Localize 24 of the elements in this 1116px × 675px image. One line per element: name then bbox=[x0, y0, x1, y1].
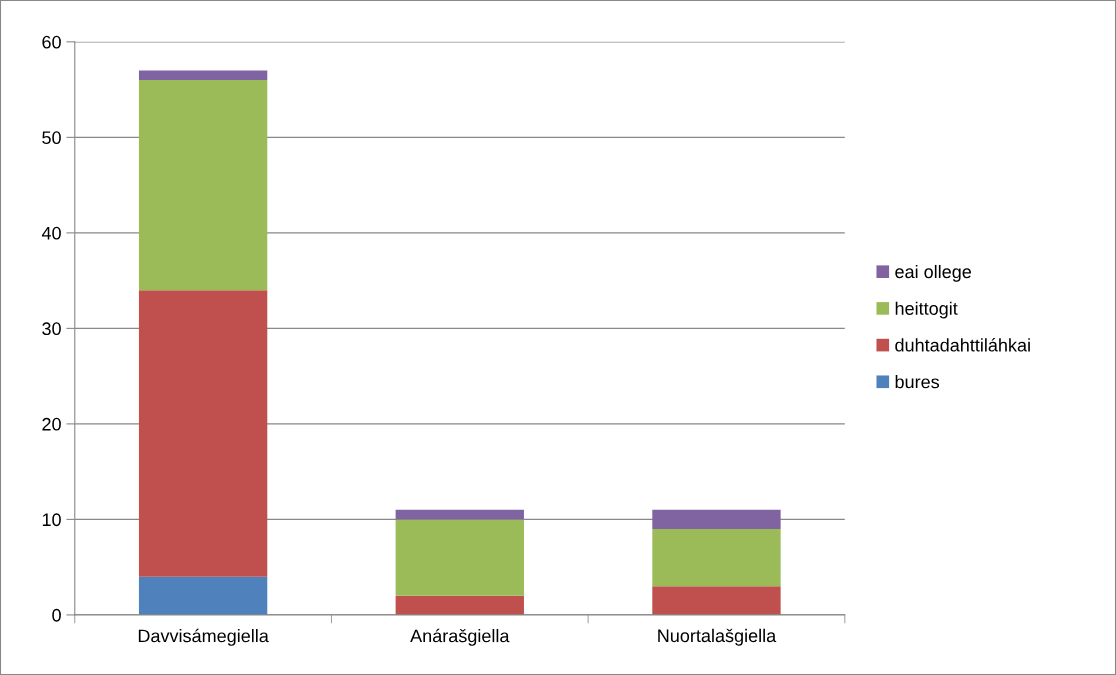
bar bbox=[652, 509, 781, 529]
y-tick-label: 40 bbox=[41, 226, 61, 240]
bar bbox=[138, 70, 268, 81]
y-tick-label: 50 bbox=[42, 131, 61, 145]
y-tick-label: 20 bbox=[42, 417, 61, 431]
bar bbox=[395, 519, 524, 596]
y-tick-label: 10 bbox=[42, 513, 61, 527]
bar bbox=[138, 290, 268, 577]
x-tick-label: Davvisámegiella bbox=[138, 628, 269, 646]
bar bbox=[138, 80, 268, 291]
bar bbox=[652, 528, 781, 587]
x-tick-label: Anárašgiella bbox=[410, 628, 510, 646]
legend-label: duhtadahttiláhkai bbox=[895, 338, 1030, 352]
legend-label: eai ollege bbox=[895, 264, 972, 282]
x-tick-label: Nuortalašgiella bbox=[658, 628, 777, 646]
y-tick-label: 0 bbox=[52, 608, 61, 622]
legend-label: heittogit bbox=[895, 301, 958, 319]
y-tick-label: 30 bbox=[42, 322, 61, 336]
bar bbox=[652, 586, 781, 615]
bar bbox=[138, 576, 268, 615]
legend-label: bures bbox=[895, 375, 940, 389]
y-tick-label: 60 bbox=[42, 35, 61, 49]
bar bbox=[395, 595, 524, 615]
bar bbox=[395, 509, 524, 520]
